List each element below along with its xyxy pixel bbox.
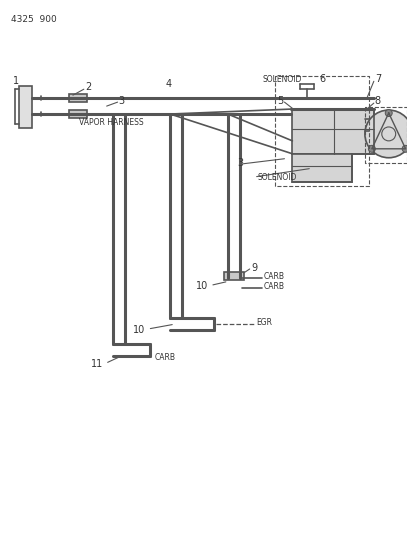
Bar: [19, 86, 32, 128]
Bar: [224, 272, 244, 280]
Text: SOLENOID: SOLENOID: [263, 75, 302, 84]
Circle shape: [385, 110, 392, 117]
Circle shape: [368, 146, 375, 152]
Text: 1: 1: [13, 76, 20, 86]
Text: 7: 7: [375, 74, 381, 84]
Bar: [69, 110, 87, 118]
Text: CARB: CARB: [264, 272, 285, 281]
Text: VAPOR HARNESS: VAPOR HARNESS: [79, 118, 144, 127]
Text: 10: 10: [196, 281, 208, 291]
Text: 6: 6: [319, 74, 325, 84]
Circle shape: [402, 146, 408, 152]
Text: 8: 8: [375, 96, 381, 106]
Bar: [293, 109, 374, 154]
Text: 2: 2: [85, 82, 91, 92]
Text: 10: 10: [133, 325, 145, 335]
Text: 3: 3: [238, 158, 244, 168]
Text: 4325  900: 4325 900: [11, 15, 57, 24]
Text: CARB: CARB: [154, 353, 175, 362]
Text: 5: 5: [277, 96, 284, 106]
Text: CARB: CARB: [264, 282, 285, 292]
Text: 4: 4: [165, 79, 171, 89]
Bar: [69, 94, 87, 102]
Circle shape: [365, 110, 408, 158]
Text: 9: 9: [252, 263, 258, 273]
Text: 11: 11: [91, 359, 103, 369]
Bar: [293, 154, 352, 182]
Text: EGR: EGR: [257, 318, 273, 327]
Text: 3: 3: [119, 96, 125, 106]
Text: SOLENOID: SOLENOID: [257, 173, 297, 182]
